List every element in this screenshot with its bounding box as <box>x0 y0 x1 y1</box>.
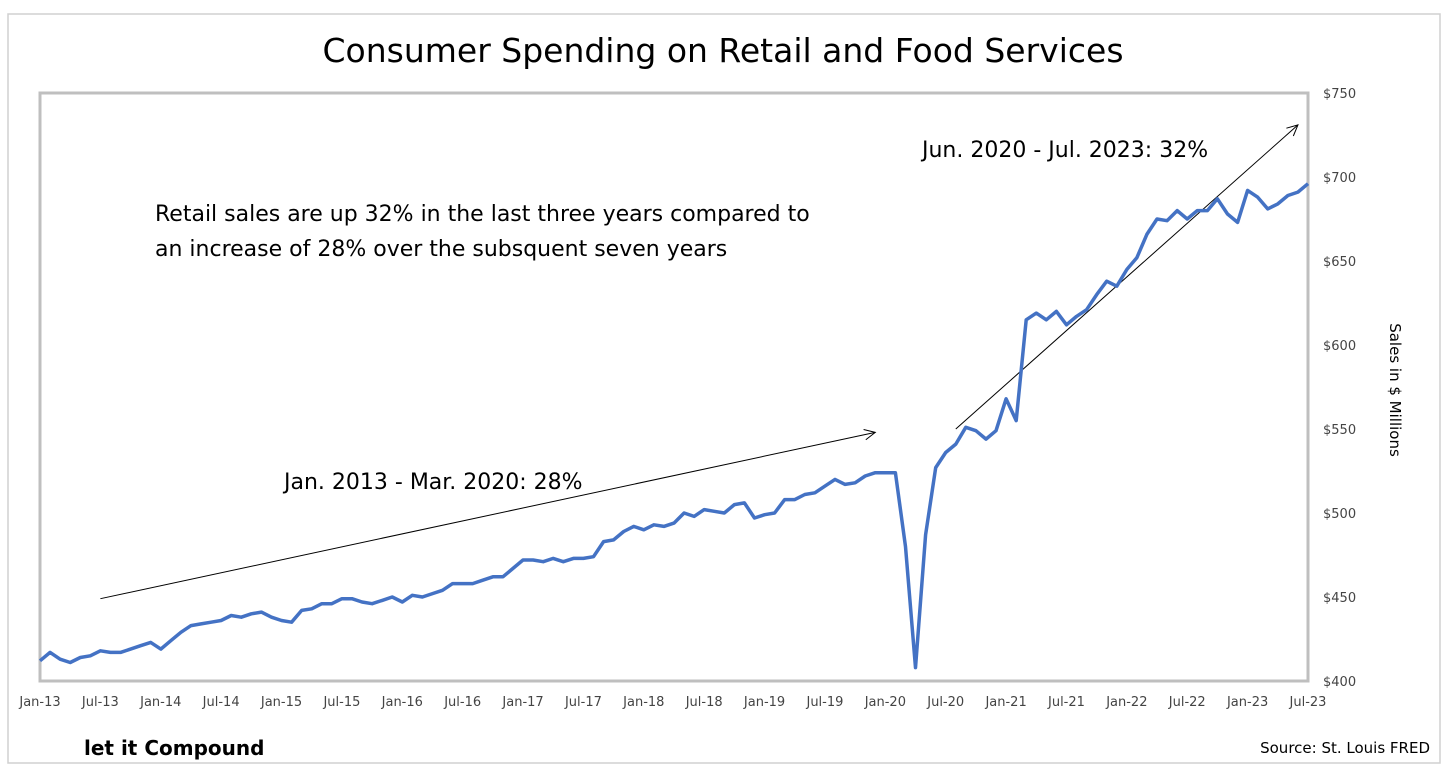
annotation-period2: Jun. 2020 - Jul. 2023: 32% <box>920 138 1208 163</box>
logo: let it Compound <box>84 736 264 760</box>
x-tick-label: Jul-19 <box>805 695 843 710</box>
y-tick-label: $700 <box>1323 171 1356 186</box>
chart-title: Consumer Spending on Retail and Food Ser… <box>322 31 1123 70</box>
trend-arrow-line <box>955 124 1299 430</box>
y-tick-label: $750 <box>1323 87 1356 102</box>
plot-area <box>38 91 1310 683</box>
trend-arrow-head <box>1286 124 1299 137</box>
annotation-note-line2: an increase of 28% over the subsquent se… <box>155 237 727 262</box>
chart-border <box>7 13 1441 764</box>
x-tick-label: Jul-13 <box>81 695 119 710</box>
trend-arrow-line <box>100 431 876 600</box>
x-tick-label: Jan-16 <box>381 695 423 710</box>
y-tick-label: $450 <box>1323 591 1356 606</box>
x-tick-label: Jul-17 <box>564 695 602 710</box>
x-tick-label: Jan-14 <box>139 695 181 710</box>
x-tick-label: Jan-17 <box>501 695 543 710</box>
annotation-period1: Jan. 2013 - Mar. 2020: 28% <box>282 470 583 495</box>
data-points <box>39 183 1309 668</box>
x-tick-label: Jul-16 <box>443 695 481 710</box>
source-note: Source: St. Louis FRED <box>1260 739 1430 757</box>
x-tick-label: Jan-21 <box>984 695 1026 710</box>
y-axis-label: Sales in $ Millions <box>1386 323 1404 457</box>
x-tick-label: Jan-15 <box>260 695 302 710</box>
x-tick-label: Jul-15 <box>322 695 360 710</box>
x-tick-label: Jul-22 <box>1168 695 1206 710</box>
x-tick-label: Jul-20 <box>926 695 964 710</box>
y-tick-label: $550 <box>1323 423 1356 438</box>
y-tick-label: $500 <box>1323 507 1356 522</box>
x-tick-label: Jan-20 <box>864 695 906 710</box>
x-tick-label: Jan-23 <box>1226 695 1268 710</box>
x-tick-label: Jul-23 <box>1289 695 1327 710</box>
x-tick-label: Jul-18 <box>685 695 723 710</box>
x-tick-label: Jul-21 <box>1047 695 1085 710</box>
x-tick-label: Jan-19 <box>743 695 785 710</box>
y-tick-label: $650 <box>1323 255 1356 270</box>
y-tick-label: $400 <box>1323 675 1356 690</box>
y-tick-label: $600 <box>1323 339 1356 354</box>
x-tick-label: Jan-13 <box>18 695 60 710</box>
annotation-note-line1: Retail sales are up 32% in the last thre… <box>155 202 810 227</box>
x-tick-label: Jan-18 <box>622 695 664 710</box>
x-tick-label: Jan-22 <box>1105 695 1147 710</box>
trend-arrow-head <box>863 429 877 441</box>
x-tick-label: Jul-14 <box>202 695 240 710</box>
